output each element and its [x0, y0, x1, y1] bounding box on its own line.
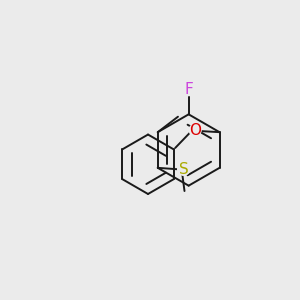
Circle shape: [189, 124, 201, 136]
Text: O: O: [189, 123, 201, 138]
Text: F: F: [184, 82, 193, 97]
Text: S: S: [179, 162, 188, 177]
Circle shape: [183, 84, 195, 96]
Circle shape: [178, 164, 190, 175]
